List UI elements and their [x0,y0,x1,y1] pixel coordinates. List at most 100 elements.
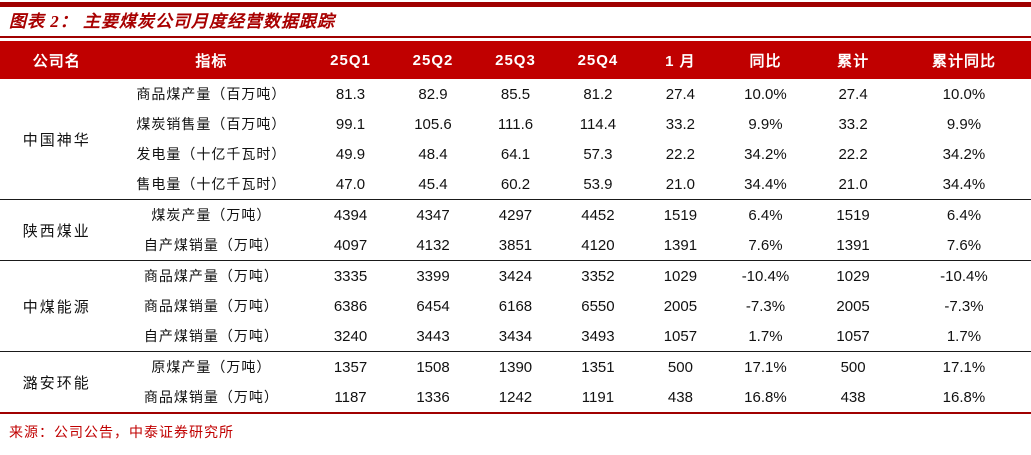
value-cell: 3434 [498,327,533,345]
value-cell: 3493 [581,327,615,345]
value-cell: 34.4% [942,175,986,193]
value-cell: 34.4% [744,175,787,193]
value-cell: 45.4 [418,175,448,193]
company-cell: 中煤能源 [0,260,114,352]
column-header-4: 25Q2 [391,41,475,79]
value-cell: 1391 [663,236,698,254]
table-head-row: 公司名 指标 25Q1 25Q2 25Q3 25Q4 1 月同比 累计 累计同比 [0,41,1031,79]
table-row: 自产煤销量（万吨） 3240 3443 3434 3493 1057 1.7% 1057 1.7… [0,321,1031,352]
table-row: 陕西煤业 煤炭产量（万吨） 4394 4347 4297 4452 1519 6.4% 1519… [0,199,1031,261]
value-cell: 9.9% [748,115,783,133]
value-cell: 22.2 [665,145,695,163]
table-row: 自产煤销量（万吨） 4097 4132 3851 4120 1391 7.6% 1391 7.6… [0,230,1031,261]
value-cell: 1351 [556,351,640,382]
value-cell: 60.2 [500,175,531,193]
figure-title: 图表 2： 主要煤炭公司月度经营数据跟踪 [9,12,335,31]
value-cell: 3352 [556,260,640,291]
value-cell: 3240 [333,327,368,345]
value-cell: 1.7% [748,327,783,345]
indicator-cell: 售电量（十亿千瓦时） [136,176,287,192]
value-cell: 1391 [836,236,870,254]
indicator-cell: 商品煤销量（万吨） [143,389,279,405]
value-cell: 99.1 [335,115,366,133]
value-cell: 9.9% [946,115,982,133]
indicator-cell: 煤炭销售量（百万吨） [136,116,287,132]
value-cell: 48.4 [418,145,448,163]
value-cell: 6.4% [896,199,1031,230]
value-cell: 1029 [639,260,722,291]
indicator-cell: 商品煤产量（万吨） [113,260,310,291]
value-cell: -7.3% [944,297,984,315]
value-cell: 7.6% [748,236,783,254]
value-cell: 4394 [309,199,392,230]
value-cell: 2005 [836,297,870,315]
value-cell: 21.0 [838,175,868,193]
indicator-cell: 商品煤产量（百万吨） [136,86,287,102]
value-cell: 114.4 [579,115,617,133]
value-cell: 2005 [663,297,698,315]
value-cell: 3399 [391,260,475,291]
value-cell: 4452 [556,199,640,230]
indicator-cell: 煤炭产量（万吨） [113,199,310,230]
value-cell: 27.4 [665,85,695,103]
value-cell: 4347 [391,199,475,230]
table-row: 商品煤销量（万吨） 6386 6454 6168 6550 2005 -7.3% 2005 -7… [0,291,1031,321]
value-cell: 500 [809,351,897,382]
value-cell: 438 [667,388,693,406]
value-cell: 1187 [334,388,367,406]
table-row: 商品煤销量（万吨） 1187 1336 1242 1191 438 16.8% 438 16.8… [0,382,1031,413]
value-cell: 81.2 [583,85,613,103]
indicator-cell: 自产煤销量（万吨） [143,237,279,253]
table-row: 发电量（十亿千瓦时） 49.9 48.4 64.1 57.3 22.2 34.2% 22.2 3… [0,139,1031,169]
indicator-cell: 商品煤销量（万吨） [143,298,279,314]
value-cell: 1.7% [946,327,982,345]
table-body: 中国神华 商品煤产量（百万吨） 81.3 82.9 85.5 81.2 27.4 10.0% 2… [0,79,1031,413]
value-cell: 16.8% [744,388,787,406]
column-header-5: 25Q3 [474,41,557,79]
table-header: 公司名 指标 25Q1 25Q2 25Q3 25Q4 1 月同比 累计 累计同比 [0,41,1031,79]
column-header-9: 累计 [809,41,897,79]
table-row: 中国神华 商品煤产量（百万吨） 81.3 82.9 85.5 81.2 27.4 10.0% 2… [0,79,1031,149]
value-cell: 53.9 [583,175,613,193]
value-cell: 1057 [663,327,698,345]
value-cell: 6386 [333,297,368,315]
value-cell: 27.4 [838,85,868,103]
value-cell: 17.1% [721,351,810,382]
company-cell: 潞安环能 [0,351,114,413]
value-cell: 33.2 [665,115,695,133]
table-row: 中煤能源 商品煤产量（万吨） 3335 3399 3424 3352 1029 -10.4% 1… [0,260,1031,352]
value-cell: 1242 [498,388,533,406]
value-cell: 33.2 [838,115,868,133]
column-header-6: 25Q4 [556,41,640,79]
value-cell: 105.6 [414,115,452,133]
value-cell: 1029 [809,260,897,291]
column-header-2: 指标 [113,41,310,79]
value-cell: 64.1 [500,145,531,163]
column-header-1: 公司名 [0,41,114,79]
table-row: 潞安环能 原煤产量（万吨） 1357 1508 1390 1351 500 17.1% 500 1… [0,351,1031,413]
value-cell: 6550 [581,297,615,315]
value-cell: 1191 [581,388,615,406]
top-rule [0,2,1031,7]
value-cell: 16.8% [942,388,986,406]
coal-company-data-table: 公司名 指标 25Q1 25Q2 25Q3 25Q4 1 月同比 累计 累计同比 中国神华商品煤… [0,41,1031,414]
value-cell: 6454 [416,297,450,315]
value-cell: 500 [639,351,722,382]
value-cell: 6168 [498,297,533,315]
value-cell: 82.9 [418,85,448,103]
value-cell: 4132 [416,236,450,254]
table-row: 煤炭销售量（百万吨） 99.1 105.6 111.6 114.4 33.2 9.9% 33.… [0,109,1031,139]
title-rule [0,36,1031,38]
column-header-10: 累计同比 [896,41,1031,79]
value-cell: 3335 [309,260,392,291]
value-cell: -10.4% [721,260,810,291]
indicator-cell: 原煤产量（万吨） [113,351,310,382]
value-cell: 1357 [309,351,392,382]
value-cell: 111.6 [497,115,534,133]
table-row: 售电量（十亿千瓦时） 47.0 45.4 60.2 53.9 21.0 34.4% 21.0 3… [0,169,1031,200]
company-cell: 中国神华 [22,131,91,149]
value-cell: 4120 [581,236,615,254]
column-header-3: 25Q1 [309,41,392,79]
indicator-cell: 发电量（十亿千瓦时） [136,146,287,162]
value-cell: 49.9 [335,145,366,163]
